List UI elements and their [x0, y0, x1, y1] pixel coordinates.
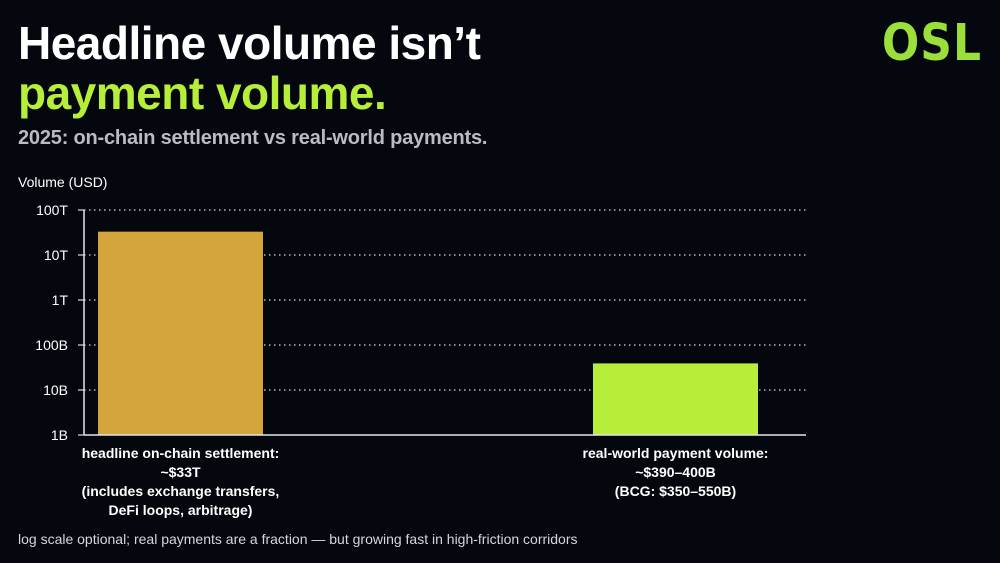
category-label-line: (BCG: $350–550B)	[615, 483, 736, 499]
footnote: log scale optional; real payments are a …	[18, 531, 578, 547]
category-label-line: DeFi loops, arbitrage)	[109, 502, 253, 518]
y-tick-label-10B: 10B	[43, 382, 68, 398]
category-label-1: headline on-chain settlement: ~$33T (inclu…	[82, 445, 280, 518]
page-title: Headline volume isn’t payment volume.	[18, 17, 481, 119]
category-label-line: (includes exchange transfers,	[82, 483, 280, 499]
category-label-line: headline on-chain settlement:	[82, 445, 280, 461]
title-line-1: Headline volume isn’t	[18, 17, 481, 69]
subtitle: 2025: on-chain settlement vs real-world …	[18, 127, 488, 149]
y-tick-label-1B: 1B	[51, 427, 68, 443]
category-label-line: ~$33T	[160, 464, 201, 480]
bar-1	[98, 231, 263, 435]
osl-logo: OSL	[881, 14, 982, 73]
category-label-2: real-world payment volume: ~$390–400B (BCG…	[583, 445, 769, 499]
y-axis-label: Volume (USD)	[18, 174, 107, 190]
y-tick-label-1T: 1T	[52, 292, 69, 308]
category-label-line: ~$390–400B	[635, 464, 716, 480]
title-line-2: payment volume.	[18, 67, 387, 119]
bar-2	[593, 363, 758, 435]
y-tick-label-100B: 100B	[35, 337, 68, 353]
y-tick-label-100T: 100T	[36, 202, 68, 218]
category-label-line: real-world payment volume:	[583, 445, 769, 461]
y-tick-label-10T: 10T	[44, 247, 69, 263]
